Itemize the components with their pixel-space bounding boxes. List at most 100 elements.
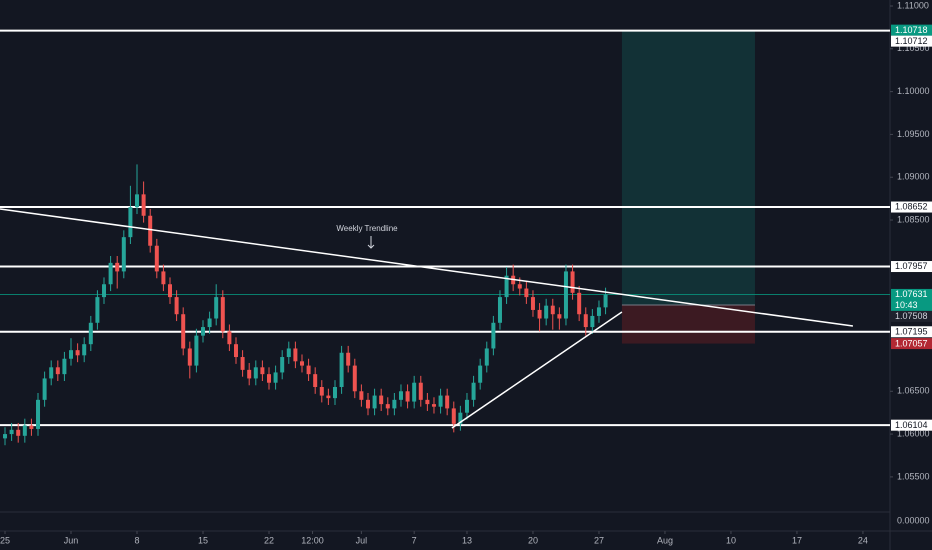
candle-body bbox=[537, 309, 542, 319]
price-label-box bbox=[891, 310, 932, 322]
x-tick-label: 12:00 bbox=[301, 535, 324, 545]
candle-body bbox=[62, 358, 67, 375]
candle-body bbox=[9, 429, 14, 435]
price-label: 1.07508 bbox=[895, 311, 928, 321]
price-label-box bbox=[891, 338, 932, 350]
candle-body bbox=[484, 348, 489, 366]
candle-body bbox=[365, 399, 370, 409]
countdown-label: 10:43 bbox=[895, 300, 918, 310]
price-label-box bbox=[891, 24, 932, 36]
candle-body bbox=[273, 372, 278, 383]
y-tick-label: 1.10500 bbox=[897, 43, 930, 53]
price-label: 1.07057 bbox=[895, 338, 928, 348]
candle-body bbox=[451, 408, 456, 424]
candle-body bbox=[603, 294, 608, 308]
candle-body bbox=[36, 399, 41, 429]
candle-body bbox=[108, 262, 113, 285]
candle-body bbox=[332, 386, 337, 399]
annotation-arrow bbox=[367, 236, 375, 249]
candle-body bbox=[293, 348, 298, 362]
candle-body bbox=[174, 297, 179, 315]
price-label-box bbox=[891, 326, 932, 338]
price-label-box bbox=[891, 201, 932, 213]
candle-body bbox=[148, 215, 153, 246]
candle-body bbox=[22, 425, 27, 436]
candle-body bbox=[445, 395, 450, 409]
candle-body bbox=[88, 322, 93, 345]
x-tick-label: Jul bbox=[356, 535, 368, 545]
candle-body bbox=[398, 391, 403, 400]
candle-body bbox=[42, 378, 47, 400]
price-label: 1.06104 bbox=[895, 420, 928, 430]
candle-body bbox=[425, 399, 430, 405]
trendline bbox=[0, 208, 854, 327]
y-tick-label: 1.10000 bbox=[897, 86, 930, 96]
candle-body bbox=[550, 305, 555, 315]
candle-body bbox=[187, 348, 192, 366]
candle-body bbox=[464, 399, 469, 413]
candle-body bbox=[478, 365, 483, 383]
candle-body bbox=[590, 315, 595, 328]
x-tick-label: 8 bbox=[134, 535, 139, 545]
price-label: 1.10718 bbox=[895, 25, 928, 35]
candle-body bbox=[247, 369, 252, 379]
x-tick-label: 15 bbox=[198, 535, 208, 545]
candle-body bbox=[135, 194, 140, 208]
candle-body bbox=[471, 382, 476, 400]
candle-body bbox=[497, 297, 502, 323]
candle-body bbox=[49, 367, 54, 379]
candle-body bbox=[82, 344, 87, 356]
candle-body bbox=[207, 318, 212, 328]
candle-body bbox=[121, 237, 126, 272]
x-tick-label: 17 bbox=[792, 535, 802, 545]
y-tick-label: 1.06500 bbox=[897, 386, 930, 396]
price-label-box bbox=[891, 261, 932, 273]
candle-body bbox=[570, 271, 575, 293]
x-tick-label: 24 bbox=[858, 535, 868, 545]
candle-body bbox=[524, 288, 529, 298]
price-label: 1.07957 bbox=[895, 261, 928, 271]
x-tick-label: 13 bbox=[462, 535, 472, 545]
price-label: 1.10712 bbox=[895, 36, 928, 46]
candle-body bbox=[346, 352, 351, 366]
candle-body bbox=[412, 382, 417, 402]
y-tick-label: 1.05500 bbox=[897, 471, 930, 481]
y-tick-label: 1.06000 bbox=[897, 428, 930, 438]
price-label-box bbox=[891, 288, 932, 311]
candle-body bbox=[154, 245, 159, 272]
x-tick-label: 25 bbox=[0, 535, 10, 545]
x-tick-label: 22 bbox=[264, 535, 274, 545]
candle-body bbox=[530, 297, 535, 310]
candle-body bbox=[299, 361, 304, 366]
candle-body bbox=[491, 322, 496, 349]
price-label: 1.08652 bbox=[895, 202, 928, 212]
position-profit-zone bbox=[621, 30, 755, 305]
candle-body bbox=[339, 352, 344, 387]
candle-body bbox=[577, 292, 582, 315]
y-tick-label: 1.08500 bbox=[897, 214, 930, 224]
candle-body bbox=[359, 391, 364, 400]
y-tick-label: 1.09000 bbox=[897, 172, 930, 182]
x-tick-label: 10 bbox=[726, 535, 736, 545]
candle-body bbox=[352, 365, 357, 392]
candle-body bbox=[16, 429, 21, 436]
candle-body bbox=[392, 399, 397, 409]
candle-body bbox=[438, 395, 443, 407]
candle-body bbox=[233, 344, 238, 358]
x-tick-label: 27 bbox=[594, 535, 604, 545]
candle-body bbox=[385, 404, 390, 409]
candle-body bbox=[200, 327, 205, 336]
plot-area bbox=[0, 29, 890, 446]
price-label: 1.07195 bbox=[895, 326, 928, 336]
y-tick-label: 1.09500 bbox=[897, 129, 930, 139]
candle-body bbox=[544, 305, 549, 319]
candle-body bbox=[260, 367, 265, 375]
candle-body bbox=[240, 357, 245, 370]
candle-body bbox=[115, 262, 120, 272]
pane-tick-label: 0.00000 bbox=[897, 515, 930, 525]
candle-body bbox=[557, 314, 562, 319]
x-tick-label: Aug bbox=[657, 535, 673, 545]
